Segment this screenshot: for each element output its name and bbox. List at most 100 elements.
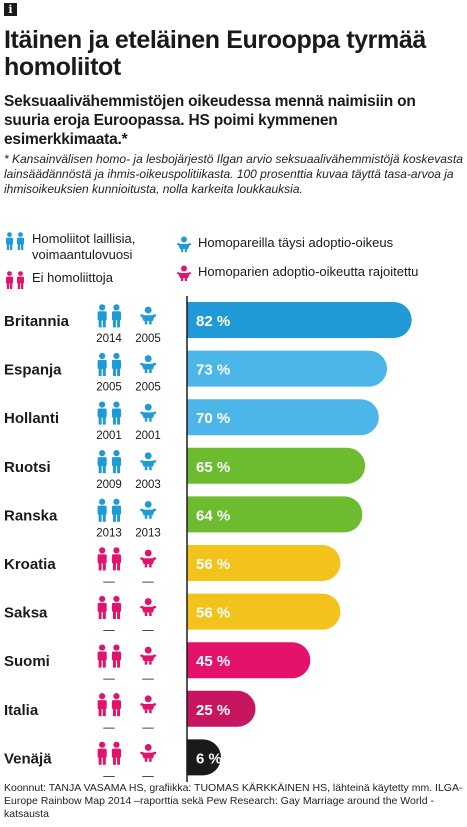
category-label: Venäjä xyxy=(4,750,52,767)
lead-text: Seksuaalivähemmistöjen oikeudessa mennä … xyxy=(4,93,416,148)
no-marriage-icon xyxy=(97,741,121,765)
marriage-year-label: — xyxy=(103,770,115,782)
marriage-legal-icon xyxy=(97,352,121,376)
adoption-restricted-icon xyxy=(140,549,157,568)
bar-shape xyxy=(187,593,341,630)
category-label: Ranska xyxy=(4,507,58,524)
marriage-year-label: 2014 xyxy=(96,333,122,345)
marriage-year-label: — xyxy=(103,722,115,734)
adoption-year-label: — xyxy=(142,625,154,637)
adoption-restricted-icon xyxy=(140,743,157,762)
chart-row: Italia — — 25 % xyxy=(4,690,256,734)
marriage-year-label: 2005 xyxy=(96,382,122,394)
marriage-year-label: 2013 xyxy=(96,527,122,539)
bar xyxy=(187,399,379,436)
adoption-year-label: 2001 xyxy=(135,430,161,442)
bar xyxy=(187,447,366,484)
marriage-legal-icon xyxy=(97,498,121,522)
legend: Homoliitot laillisia, voimaantulovuosi E… xyxy=(0,231,467,291)
couple-pink-icon xyxy=(6,271,24,289)
category-label: Italia xyxy=(4,702,39,719)
adoption-full-icon xyxy=(140,403,157,422)
adoption-year-label: 2003 xyxy=(135,479,161,491)
info-badge: i xyxy=(4,3,17,16)
category-label: Kroatia xyxy=(4,556,56,573)
baby-blue-icon xyxy=(177,236,191,252)
marriage-year-label: — xyxy=(103,625,115,637)
bar-shape xyxy=(187,350,388,387)
legend-item-marriage-legal: Homoliitot laillisia, voimaantulovuosi xyxy=(4,231,172,263)
value-label: 6 % xyxy=(196,750,222,767)
legend-label-adoption-restricted: Homoparien adoptio-oikeutta rajoitettu xyxy=(198,264,419,279)
legend-label-no-marriage: Ei homoliittoja xyxy=(32,270,113,285)
bar xyxy=(187,642,311,679)
legend-item-adoption-restricted: Homoparien adoptio-oikeutta rajoitettu xyxy=(176,264,418,281)
adoption-year-label: — xyxy=(142,576,154,588)
couple-blue-icon xyxy=(6,232,24,250)
bar-shape xyxy=(187,447,366,484)
bar xyxy=(187,739,221,776)
adoption-year-label: — xyxy=(142,722,154,734)
value-label: 45 % xyxy=(196,653,230,670)
bar-shape xyxy=(187,690,256,727)
value-label: 56 % xyxy=(196,605,230,622)
no-marriage-icon xyxy=(97,693,121,717)
legend-label-marriage-legal: Homoliitot laillisia, voimaantulovuosi xyxy=(32,231,136,262)
value-label: 73 % xyxy=(196,362,230,379)
bar xyxy=(187,350,388,387)
bar xyxy=(187,302,412,338)
bar xyxy=(187,593,341,630)
category-label: Hollanti xyxy=(4,410,59,427)
bar-shape xyxy=(187,496,363,533)
chart-row: Espanja 2005 2005 73 % xyxy=(4,350,388,394)
adoption-year-label: 2005 xyxy=(135,382,161,394)
bar xyxy=(187,545,341,581)
category-label: Britannia xyxy=(4,313,70,330)
marriage-legal-icon xyxy=(97,304,121,328)
bar-chart-svg: Britannia 2014 2005 82 % Espanja 2005 2005 73 %… xyxy=(4,296,412,782)
adoption-year-label: 2013 xyxy=(135,527,161,539)
adoption-restricted-icon xyxy=(140,646,157,665)
bar-shape xyxy=(187,545,341,581)
bar-shape xyxy=(187,399,379,436)
bar-chart: Britannia 2014 2005 82 % Espanja 2005 2005 73 %… xyxy=(0,296,467,782)
no-marriage-icon xyxy=(97,547,121,571)
bar-shape xyxy=(187,642,311,679)
adoption-year-label: — xyxy=(142,770,154,782)
marriage-year-label: — xyxy=(103,673,115,685)
credits-text: Koonnut: TANJA VASAMA HS, grafiikka: TUO… xyxy=(4,782,463,820)
adoption-year-label: — xyxy=(142,673,154,685)
chart-row: Ranska 2013 2013 64 % xyxy=(4,496,363,539)
value-label: 82 % xyxy=(196,313,230,330)
adoption-full-icon xyxy=(140,306,157,325)
footnote-text: * Kansainvälisen homo- ja lesbojärjestö … xyxy=(4,152,463,196)
adoption-full-icon xyxy=(140,500,157,519)
no-marriage-icon xyxy=(97,644,121,668)
adoption-full-icon xyxy=(140,355,157,373)
value-label: 70 % xyxy=(196,410,230,427)
marriage-year-label: 2009 xyxy=(96,479,122,491)
value-label: 64 % xyxy=(196,507,230,524)
chart-row: Venäjä — — 6 % xyxy=(4,739,222,782)
bar xyxy=(187,496,363,533)
adoption-year-label: 2005 xyxy=(135,333,161,345)
legend-item-adoption-full: Homopareilla täysi adoptio-oikeus xyxy=(176,235,393,252)
chart-row: Saksa — — 56 % xyxy=(4,593,341,637)
value-label: 25 % xyxy=(196,702,230,719)
category-label: Saksa xyxy=(4,605,48,622)
chart-row: Suomi — — 45 % xyxy=(4,642,311,685)
bar-shape xyxy=(187,302,412,338)
baby-pink-icon xyxy=(177,265,191,281)
chart-row: Britannia 2014 2005 82 % xyxy=(4,302,412,345)
no-marriage-icon xyxy=(97,595,121,619)
marriage-legal-icon xyxy=(97,401,121,425)
chart-row: Kroatia — — 56 % xyxy=(4,545,341,588)
chart-row: Hollanti 2001 2001 70 % xyxy=(4,399,379,442)
category-label: Ruotsi xyxy=(4,459,51,476)
marriage-year-label: 2001 xyxy=(96,430,122,442)
value-label: 65 % xyxy=(196,459,230,476)
category-label: Espanja xyxy=(4,362,62,379)
adoption-restricted-icon xyxy=(140,695,157,714)
bar-shape xyxy=(187,739,221,776)
category-label: Suomi xyxy=(4,653,50,670)
